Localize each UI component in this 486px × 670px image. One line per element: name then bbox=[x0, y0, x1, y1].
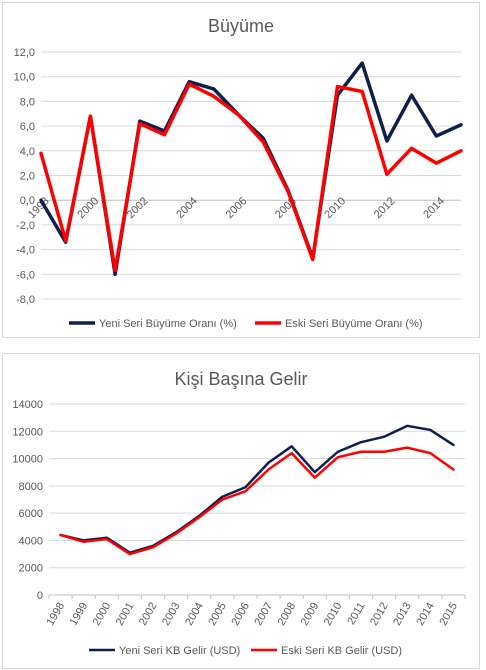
x-tick-label: 2004 bbox=[183, 601, 206, 628]
x-tick-label: 2014 bbox=[414, 601, 437, 628]
growth-chart-panel: Büyüme 12,0 10,0 8,0 6,0 4,0 2,0 0,0 -2,0 -4,0 -6,… bbox=[2, 2, 480, 338]
y-tick-label: 0,0 bbox=[20, 195, 35, 207]
x-tick-label: 2014 bbox=[421, 195, 447, 221]
y-tick-label: 0 bbox=[37, 590, 43, 602]
y-tick-label: 6,0 bbox=[20, 121, 35, 133]
y-tick-label: 10,0 bbox=[14, 72, 35, 84]
x-tick-label: 2010 bbox=[322, 195, 348, 221]
x-tick-label: 2008 bbox=[276, 601, 299, 628]
chart-title: Büyüme bbox=[208, 16, 274, 36]
x-tick-label: 2013 bbox=[391, 601, 414, 628]
y-tick-label: -8,0 bbox=[16, 294, 35, 306]
x-tick-label: 2015 bbox=[437, 601, 460, 628]
legend-label-1: Yeni Seri Büyüme Oranı (%) bbox=[99, 318, 237, 330]
y-tick-label: 10000 bbox=[12, 454, 43, 466]
legend-label-2: Eski Seri Büyüme Oranı (%) bbox=[285, 318, 423, 330]
x-tick-label: 2011 bbox=[345, 601, 367, 627]
series-line-2 bbox=[59, 446, 455, 556]
series-line-1 bbox=[59, 424, 455, 554]
income-chart: Kişi Başına Gelir 14000 12000 10000 8000 6000… bbox=[12, 369, 466, 657]
x-tick-label: 2012 bbox=[368, 601, 391, 628]
x-tick-label: 2001 bbox=[114, 601, 137, 628]
x-tick-label: 2005 bbox=[206, 601, 229, 628]
y-tick-label: 6000 bbox=[19, 508, 43, 520]
x-tick-label: 1998 bbox=[45, 601, 68, 628]
x-tick-label: 2000 bbox=[75, 195, 101, 221]
y-tick-label: -6,0 bbox=[16, 269, 35, 281]
x-tick-label: 2000 bbox=[91, 601, 114, 628]
x-tick-label: 2003 bbox=[160, 601, 183, 628]
y-tick-label: 14000 bbox=[12, 399, 43, 411]
x-tick-label: 2010 bbox=[322, 601, 345, 628]
x-tick-label: 2002 bbox=[137, 601, 160, 628]
y-tick-label: 2,0 bbox=[20, 171, 35, 183]
legend-label-2: Eski Seri KB Gelir (USD) bbox=[281, 645, 402, 657]
y-tick-label: 4000 bbox=[19, 535, 43, 547]
y-tick-label: -2,0 bbox=[16, 220, 35, 232]
y-tick-label: 8000 bbox=[19, 481, 43, 493]
growth-chart: Büyüme 12,0 10,0 8,0 6,0 4,0 2,0 0,0 -2,0 -4,0 -6,… bbox=[14, 16, 463, 330]
y-tick-label: 2000 bbox=[19, 563, 43, 575]
chart-title: Kişi Başına Gelir bbox=[174, 369, 307, 389]
series-line-1 bbox=[39, 61, 463, 277]
x-tick-label: 1999 bbox=[68, 601, 91, 628]
legend-label-1: Yeni Seri KB Gelir (USD) bbox=[119, 645, 240, 657]
x-tick-label: 2009 bbox=[299, 601, 322, 628]
y-tick-label: 8,0 bbox=[20, 96, 35, 108]
series-line-2 bbox=[39, 82, 463, 273]
y-tick-label: 12,0 bbox=[14, 47, 35, 59]
x-tick-label: 2007 bbox=[253, 601, 276, 628]
y-tick-label: -4,0 bbox=[16, 245, 35, 257]
income-chart-panel: Kişi Başına Gelir 14000 12000 10000 8000 6000… bbox=[2, 353, 480, 669]
x-tick-label: 2006 bbox=[224, 195, 250, 221]
x-tick-label: 2012 bbox=[372, 195, 398, 221]
y-tick-label: 4,0 bbox=[20, 146, 35, 158]
y-tick-label: 12000 bbox=[12, 426, 43, 438]
x-tick-label: 2004 bbox=[174, 195, 200, 221]
x-tick-label: 2006 bbox=[229, 601, 252, 628]
